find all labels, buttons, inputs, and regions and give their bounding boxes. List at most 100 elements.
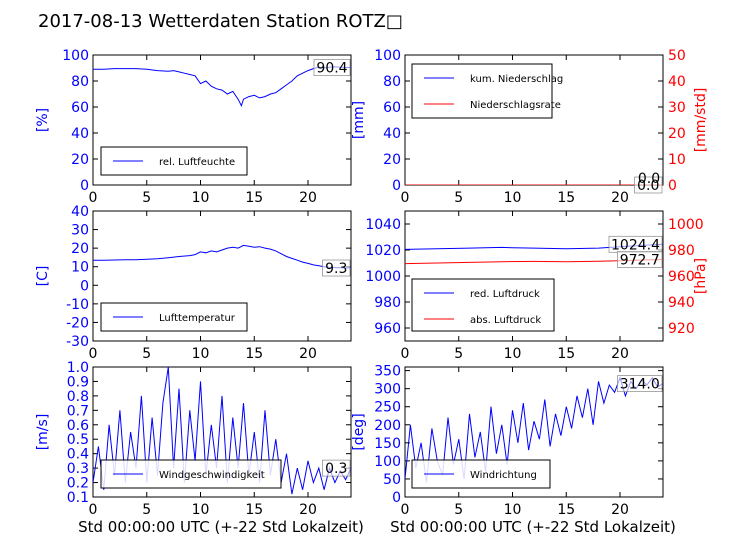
legend-label: red. Luftdruck	[470, 289, 540, 300]
y-tick-label: 1000	[365, 269, 401, 285]
x-tick-label: 10	[192, 346, 210, 362]
x-tick-label: 5	[142, 346, 151, 362]
y-right-tick-label: 1000	[668, 217, 704, 233]
y-tick-label: 0.6	[67, 418, 89, 434]
y-right-tick-label: 40	[668, 74, 686, 90]
x-tick-label: 15	[557, 190, 575, 206]
last-value-label-right-box	[617, 251, 663, 268]
legend-label: Lufttemperatur	[159, 313, 236, 324]
y-tick-label: 0	[392, 490, 401, 506]
legend-label: Windrichtung	[470, 470, 537, 481]
y-tick-label: 250	[374, 400, 401, 416]
y-tick-label: 0	[80, 178, 89, 194]
x-tick-label: 5	[142, 190, 151, 206]
y-tick-label: -10	[66, 297, 89, 313]
y-right-tick-label: 30	[668, 100, 686, 116]
y-tick-label: 350	[374, 364, 401, 380]
y-right-tick-label: 920	[668, 321, 695, 337]
panel-humidity: 0 5 10 15 20 0 20 40 60 80 100 [%] rel. Luftfeuchte 9…	[35, 48, 352, 206]
y-tick-label: 50	[383, 472, 401, 488]
x-tick-label: 5	[454, 346, 463, 362]
x-tick-label: 20	[299, 190, 317, 206]
y-tick-label: 60	[71, 100, 89, 116]
y-tick-label: 20	[383, 152, 401, 168]
y-tick-label: 20	[71, 241, 89, 257]
y-right-axis-label: [mm/std]	[693, 88, 709, 153]
y-tick-label: 100	[62, 48, 89, 64]
y-tick-label: 40	[71, 204, 89, 220]
x-tick-label: 20	[611, 346, 629, 362]
legend: Lufttemperatur	[100, 302, 248, 332]
last-value-label: 314.0	[620, 377, 660, 393]
plot-frame	[92, 210, 352, 342]
y-tick-label: 0.3	[67, 461, 89, 477]
y-tick-label: 0.5	[67, 432, 89, 448]
legend: red. Luftdruck abs. Luftdruck	[411, 278, 555, 332]
y-right-tick-label: 10	[668, 152, 686, 168]
x-tick-label: 20	[611, 502, 629, 518]
y-tick-label: 0.7	[67, 403, 89, 419]
y-axis-label: [m/s]	[35, 414, 51, 451]
y-tick-label: 0.9	[67, 374, 89, 390]
x-tick-label: 0	[401, 346, 410, 362]
legend-label: abs. Luftdruck	[470, 315, 541, 326]
y-tick-label: 100	[374, 454, 401, 470]
x-tick-label: 0	[89, 346, 98, 362]
x-tick-label: 15	[245, 502, 263, 518]
y-right-tick-label: 940	[668, 295, 695, 311]
y-tick-label: 0	[80, 278, 89, 294]
y-tick-label: 0.8	[67, 389, 89, 405]
y-axis-label: [mm]	[351, 101, 367, 139]
x-tick-label: 15	[557, 502, 575, 518]
y-tick-label: 1040	[365, 217, 401, 233]
y-tick-label: 200	[374, 418, 401, 434]
x-tick-label: 15	[557, 346, 575, 362]
figure-title: 2017-08-13 Wetterdaten Station ROTZ□	[38, 11, 403, 32]
y-tick-label: 100	[374, 48, 401, 64]
legend: kum. Niederschlag Niederschlagsrate	[411, 63, 563, 119]
x-tick-label: 0	[89, 190, 98, 206]
y-tick-label: 300	[374, 382, 401, 398]
plot-frame	[92, 366, 352, 498]
y-right-tick-label: 50	[668, 48, 686, 64]
x-tick-label: 0	[401, 190, 410, 206]
x-tick-label: 5	[454, 502, 463, 518]
series-line-rel-luftfeuchte	[93, 66, 351, 108]
y-tick-label: 60	[383, 100, 401, 116]
panel-windspeed: 0 5 10 15 200.10.20.30.40.50.60.70.80.91.0[m…	[35, 360, 352, 518]
plot-frame	[404, 366, 664, 498]
x-tick-label: 20	[299, 502, 317, 518]
x-tick-label: 15	[245, 346, 263, 362]
last-value-label-box	[313, 59, 351, 76]
panel-precipitation: 0 5 10 15 20 0 20 40 60 80 100 0 10 20 30 40 50 [mm] [mm/s…	[351, 48, 709, 206]
y-tick-label: 10	[71, 260, 89, 276]
last-value-label: 90.4	[316, 60, 347, 76]
y-tick-label: 0.1	[67, 490, 89, 506]
series-line-lufttemperatur	[93, 244, 351, 269]
last-value-label-right: 972.7	[620, 252, 660, 268]
y-right-tick-label: 960	[668, 269, 695, 285]
x-tick-label: 0	[401, 502, 410, 518]
legend: rel. Luftfeuchte	[100, 146, 248, 176]
y-tick-label: 980	[374, 295, 401, 311]
panel-temperature: 0 5 10 15 20 -30 -20 -10 0 10 20 30 40 [C] Lufttempera…	[35, 204, 352, 362]
legend-label: kum. Niederschlag	[470, 74, 563, 85]
last-value-label-right: 0.0	[638, 171, 660, 187]
y-axis-label: [%]	[35, 108, 51, 132]
x-tick-label: 5	[142, 502, 151, 518]
x-tick-label: 0	[89, 502, 98, 518]
last-value-label: 9.3	[325, 261, 347, 277]
legend: Windgeschwindigkeit	[100, 459, 282, 489]
last-value-label: 0.3	[325, 461, 347, 477]
last-value-label: 0.0	[637, 178, 659, 194]
y-tick-label: -20	[66, 315, 89, 331]
x-tick-label: 10	[192, 502, 210, 518]
y-right-tick-label: 0	[668, 178, 677, 194]
x-tick-label: 10	[504, 502, 522, 518]
y-tick-label: 40	[71, 126, 89, 142]
last-value-label: 1024.4	[611, 237, 660, 253]
last-value-label-box	[322, 259, 351, 277]
panel-winddirection: 0 5 10 15 20050100150200250300350[deg]Windri…	[351, 364, 664, 518]
